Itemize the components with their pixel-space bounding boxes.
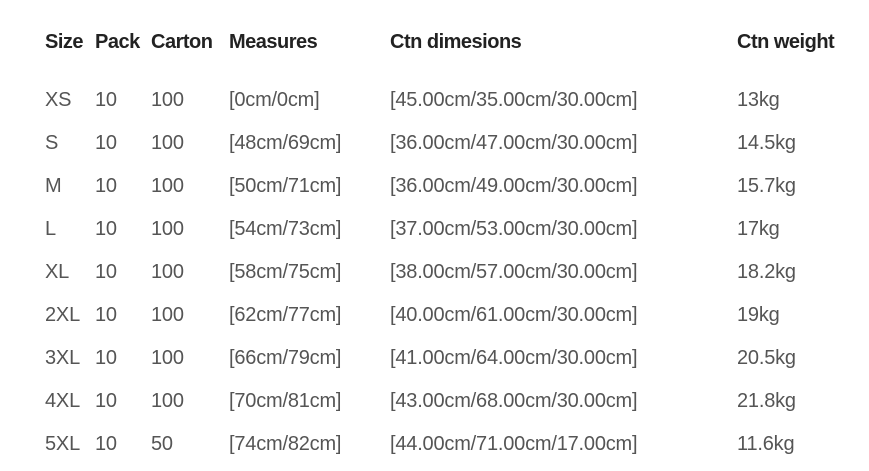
cell-size: 3XL — [45, 347, 80, 369]
cell-ctn-weight: 19kg — [737, 304, 780, 326]
cell-ctn-dimensions: [36.00cm/49.00cm/30.00cm] — [390, 175, 638, 197]
cell-carton: 100 — [151, 304, 184, 326]
cell-size: L — [45, 218, 56, 240]
cell-pack: 10 — [95, 304, 117, 326]
cell-ctn-dimensions: [44.00cm/71.00cm/17.00cm] — [390, 433, 638, 455]
table-row: XS 10 100 [0cm/0cm] [45.00cm/35.00cm/30.00cm… — [0, 85, 869, 115]
cell-pack: 10 — [95, 132, 117, 154]
cell-measures: [70cm/81cm] — [229, 390, 342, 412]
cell-ctn-dimensions: [36.00cm/47.00cm/30.00cm] — [390, 132, 638, 154]
cell-carton: 100 — [151, 218, 184, 240]
cell-ctn-weight: 20.5kg — [737, 347, 796, 369]
cell-measures: [62cm/77cm] — [229, 304, 342, 326]
cell-carton: 100 — [151, 390, 184, 412]
table-row: 4XL 10 100 [70cm/81cm] [43.00cm/68.00cm/30.0… — [0, 386, 869, 416]
cell-measures: [66cm/79cm] — [229, 347, 342, 369]
cell-ctn-dimensions: [37.00cm/53.00cm/30.00cm] — [390, 218, 638, 240]
cell-pack: 10 — [95, 218, 117, 240]
cell-size: S — [45, 132, 59, 154]
cell-ctn-weight: 18.2kg — [737, 261, 796, 283]
cell-pack: 10 — [95, 89, 117, 111]
cell-size: XL — [45, 261, 70, 283]
cell-size: 2XL — [45, 304, 80, 326]
cell-carton: 100 — [151, 261, 184, 283]
cell-ctn-weight: 15.7kg — [737, 175, 796, 197]
header-pack: Pack — [95, 31, 140, 53]
cell-pack: 10 — [95, 347, 117, 369]
cell-measures: [54cm/73cm] — [229, 218, 342, 240]
cell-ctn-dimensions: [41.00cm/64.00cm/30.00cm] — [390, 347, 638, 369]
cell-size: 5XL — [45, 433, 80, 455]
header-measures: Measures — [229, 31, 318, 53]
cell-ctn-weight: 21.8kg — [737, 390, 796, 412]
cell-ctn-dimensions: [43.00cm/68.00cm/30.00cm] — [390, 390, 638, 412]
cell-ctn-weight: 14.5kg — [737, 132, 796, 154]
cell-measures: [0cm/0cm] — [229, 89, 320, 111]
header-ctn-weight: Ctn weight — [737, 31, 835, 53]
header-carton: Carton — [151, 31, 213, 53]
cell-carton: 100 — [151, 175, 184, 197]
table-header: Size Pack Carton Measures Ctn dimesions … — [0, 27, 869, 57]
cell-pack: 10 — [95, 433, 117, 455]
table-row: 3XL 10 100 [66cm/79cm] [41.00cm/64.00cm/30.0… — [0, 343, 869, 373]
table-row: XL 10 100 [58cm/75cm] [38.00cm/57.00cm/30.00… — [0, 257, 869, 287]
table-row: S 10 100 [48cm/69cm] [36.00cm/47.00cm/30.00c… — [0, 128, 869, 158]
cell-ctn-dimensions: [38.00cm/57.00cm/30.00cm] — [390, 261, 638, 283]
cell-measures: [48cm/69cm] — [229, 132, 342, 154]
cell-carton: 100 — [151, 89, 184, 111]
header-ctn-dimensions: Ctn dimesions — [390, 31, 522, 53]
cell-size: 4XL — [45, 390, 80, 412]
cell-pack: 10 — [95, 261, 117, 283]
cell-size: M — [45, 175, 62, 197]
cell-measures: [74cm/82cm] — [229, 433, 342, 455]
cell-carton: 50 — [151, 433, 173, 455]
cell-pack: 10 — [95, 390, 117, 412]
cell-carton: 100 — [151, 347, 184, 369]
cell-carton: 100 — [151, 132, 184, 154]
table-row: M 10 100 [50cm/71cm] [36.00cm/49.00cm/30.00c… — [0, 171, 869, 201]
cell-ctn-weight: 13kg — [737, 89, 780, 111]
header-size: Size — [45, 31, 84, 53]
cell-ctn-weight: 17kg — [737, 218, 780, 240]
table-row: 5XL 10 50 [74cm/82cm] [44.00cm/71.00cm/17.00… — [0, 429, 869, 459]
cell-measures: [58cm/75cm] — [229, 261, 342, 283]
cell-pack: 10 — [95, 175, 117, 197]
table-row: 2XL 10 100 [62cm/77cm] [40.00cm/61.00cm/30.0… — [0, 300, 869, 330]
cell-ctn-dimensions: [40.00cm/61.00cm/30.00cm] — [390, 304, 638, 326]
cell-measures: [50cm/71cm] — [229, 175, 342, 197]
cell-ctn-dimensions: [45.00cm/35.00cm/30.00cm] — [390, 89, 638, 111]
cell-ctn-weight: 11.6kg — [737, 433, 795, 455]
table-row: L 10 100 [54cm/73cm] [37.00cm/53.00cm/30.00c… — [0, 214, 869, 244]
cell-size: XS — [45, 89, 72, 111]
